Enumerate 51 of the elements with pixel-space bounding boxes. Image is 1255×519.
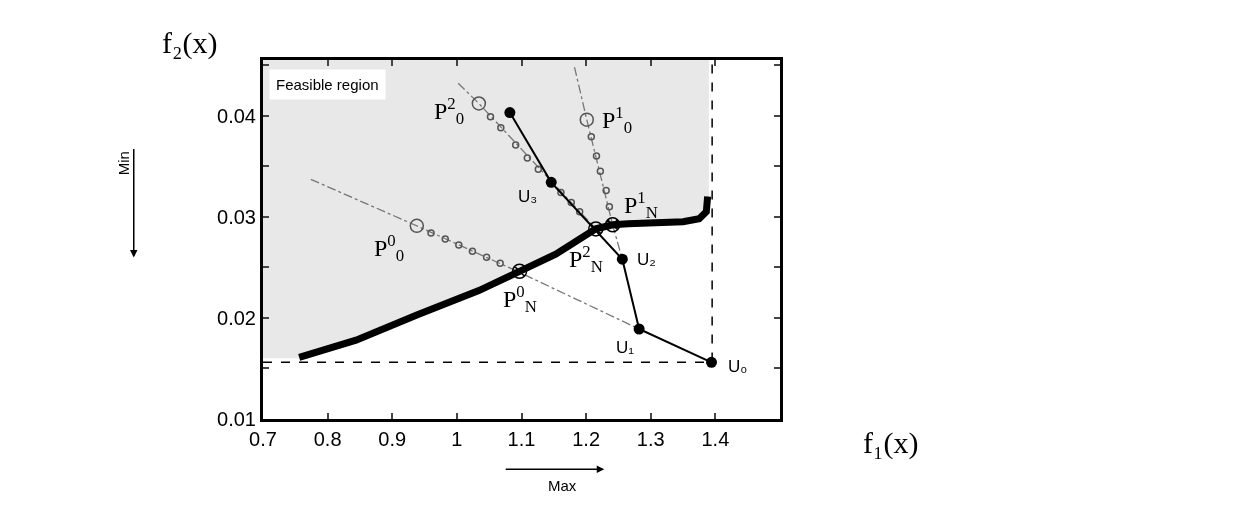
x-tick-label: 1.4 bbox=[701, 428, 730, 450]
point bbox=[409, 218, 425, 234]
x-tick-label: 0.9 bbox=[378, 428, 407, 450]
point bbox=[616, 253, 628, 265]
point bbox=[511, 263, 528, 280]
point bbox=[567, 198, 576, 207]
point bbox=[592, 152, 601, 160]
point bbox=[496, 259, 504, 268]
point bbox=[534, 165, 543, 173]
point bbox=[633, 323, 645, 335]
point bbox=[588, 221, 604, 237]
y-tick-label: 0.02 bbox=[217, 306, 256, 329]
x-tick-label: 0.7 bbox=[249, 428, 277, 450]
point bbox=[468, 247, 477, 255]
x-tick-label: 1.2 bbox=[572, 428, 601, 450]
point bbox=[482, 253, 491, 261]
point bbox=[575, 207, 584, 216]
point bbox=[511, 141, 520, 149]
point bbox=[455, 241, 463, 249]
x-tick-label: 1.3 bbox=[636, 428, 665, 450]
point bbox=[605, 202, 614, 211]
x-axis-title: f₁(x) bbox=[863, 426, 919, 460]
y-tick-label: 0.01 bbox=[217, 408, 256, 430]
point bbox=[504, 107, 516, 119]
annotation: U₃ bbox=[518, 187, 538, 206]
point bbox=[604, 217, 621, 233]
x-tick-label: 0.8 bbox=[313, 428, 342, 450]
annotation: Feasible region bbox=[276, 76, 379, 93]
point bbox=[441, 235, 449, 243]
point bbox=[497, 124, 505, 132]
annotation: U₂ bbox=[637, 250, 656, 269]
x-tick-label: 1.1 bbox=[507, 428, 536, 450]
point bbox=[523, 154, 532, 162]
point bbox=[587, 133, 596, 141]
point bbox=[706, 356, 717, 368]
point bbox=[579, 112, 595, 127]
point bbox=[545, 176, 557, 188]
text: Min bbox=[114, 151, 132, 176]
point bbox=[486, 112, 495, 121]
text: Max bbox=[548, 477, 577, 494]
annotation: U₁ bbox=[616, 338, 635, 357]
annotation: U₀ bbox=[728, 357, 748, 376]
y-tick-label: 0.04 bbox=[217, 104, 256, 127]
point bbox=[602, 186, 610, 195]
y-axis-title: f₂(x) bbox=[162, 26, 218, 60]
point bbox=[596, 167, 605, 175]
point bbox=[471, 96, 487, 111]
y-tick-label: 0.03 bbox=[217, 205, 256, 228]
x-tick-label: 1 bbox=[451, 428, 463, 450]
point bbox=[557, 188, 565, 197]
point bbox=[427, 229, 435, 237]
